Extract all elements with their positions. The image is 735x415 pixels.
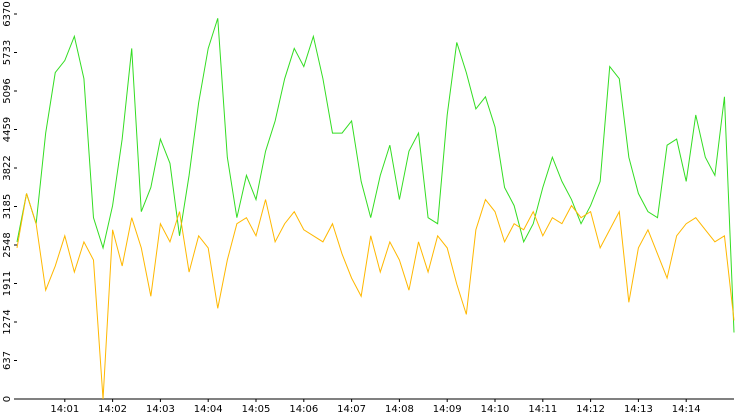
y-tick-label: 0: [2, 396, 13, 402]
x-tick-label: 14:08: [385, 404, 414, 415]
x-tick-label: 14:10: [481, 404, 510, 415]
x-tick-label: 14:06: [289, 404, 318, 415]
x-tick-label: 14:07: [337, 404, 366, 415]
y-tick-label: 4459: [2, 117, 13, 142]
y-tick-label: 2548: [2, 232, 13, 257]
y-tick-label: 3185: [2, 194, 13, 219]
y-tick-label: 1911: [2, 271, 13, 296]
x-tick-label: 14:04: [194, 404, 223, 415]
x-tick-label: 14:13: [624, 404, 653, 415]
x-tick-label: 14:14: [672, 404, 701, 415]
x-tick-label: 14:05: [242, 404, 271, 415]
y-tick-label: 3822: [2, 155, 13, 180]
y-tick-label: 6370: [2, 1, 13, 26]
x-tick-label: 14:09: [433, 404, 462, 415]
y-tick-label: 5096: [2, 78, 13, 103]
x-tick-label: 14:03: [146, 404, 175, 415]
y-tick-label: 1274: [2, 309, 13, 334]
y-tick-label: 637: [2, 351, 13, 370]
x-tick-label: 14:11: [528, 404, 557, 415]
x-tick-label: 14:02: [98, 404, 127, 415]
x-tick-label: 14:12: [576, 404, 605, 415]
series-line: [16, 18, 735, 333]
y-tick-label: 5733: [2, 40, 13, 65]
series-line: [16, 193, 735, 400]
x-tick-label: 14:01: [50, 404, 79, 415]
